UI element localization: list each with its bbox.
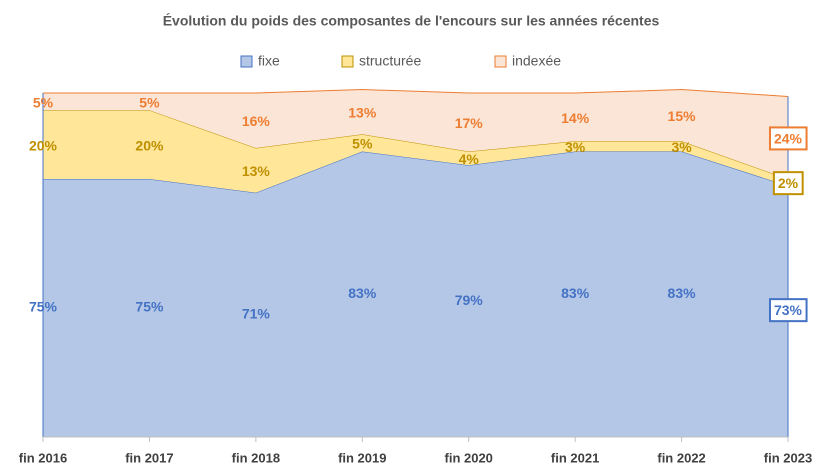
plot: [43, 89, 789, 438]
area: [43, 110, 788, 193]
data-label-box: [768, 126, 808, 151]
data-label: 5%: [352, 136, 373, 152]
chart-title: Évolution du poids des composantes de l'…: [163, 13, 660, 29]
data-label: 79%: [455, 292, 484, 308]
data-label: 3%: [671, 139, 692, 155]
data-label: 16%: [242, 113, 271, 129]
data-label: 20%: [29, 137, 58, 153]
legend-label: indexée: [512, 53, 561, 69]
x-tick-label: fin 2022: [657, 450, 705, 465]
legend-swatch: [240, 55, 253, 68]
data-label: 15%: [668, 108, 697, 124]
x-tick-label: fin 2018: [232, 450, 280, 465]
x-tick-label: fin 2017: [125, 450, 173, 465]
data-label: 2%: [778, 175, 799, 191]
area-edge: [43, 89, 789, 97]
data-label: 4%: [459, 151, 480, 167]
legend-swatch: [494, 55, 507, 68]
data-label: 5%: [33, 94, 54, 110]
x-tick-label: fin 2021: [551, 450, 599, 465]
data-label: 75%: [29, 299, 58, 315]
x-tick-label: fin 2023: [764, 450, 812, 465]
x-tick-label: fin 2020: [445, 450, 493, 465]
data-label-box: [768, 298, 808, 323]
legend-label: fixe: [258, 53, 280, 69]
legend-label: structurée: [359, 53, 421, 69]
data-label: 17%: [455, 115, 484, 131]
data-label: 75%: [135, 299, 164, 315]
data-label: 14%: [561, 110, 590, 126]
data-label: 73%: [774, 302, 803, 318]
data-label: 20%: [135, 137, 164, 153]
data-label: 71%: [242, 306, 271, 322]
data-label-box: [772, 171, 804, 196]
data-label: 5%: [139, 94, 160, 110]
data-label: 83%: [561, 285, 590, 301]
area: [43, 151, 788, 438]
data-label: 24%: [774, 130, 803, 146]
data-label: 83%: [348, 285, 377, 301]
x-tick-label: fin 2019: [338, 450, 386, 465]
data-label: 13%: [348, 105, 377, 121]
data-label: 13%: [242, 163, 271, 179]
data-label: 83%: [668, 285, 697, 301]
data-label: 3%: [565, 139, 586, 155]
x-tick-label: fin 2016: [19, 450, 67, 465]
area: [43, 89, 788, 179]
legend-swatch: [341, 55, 354, 68]
